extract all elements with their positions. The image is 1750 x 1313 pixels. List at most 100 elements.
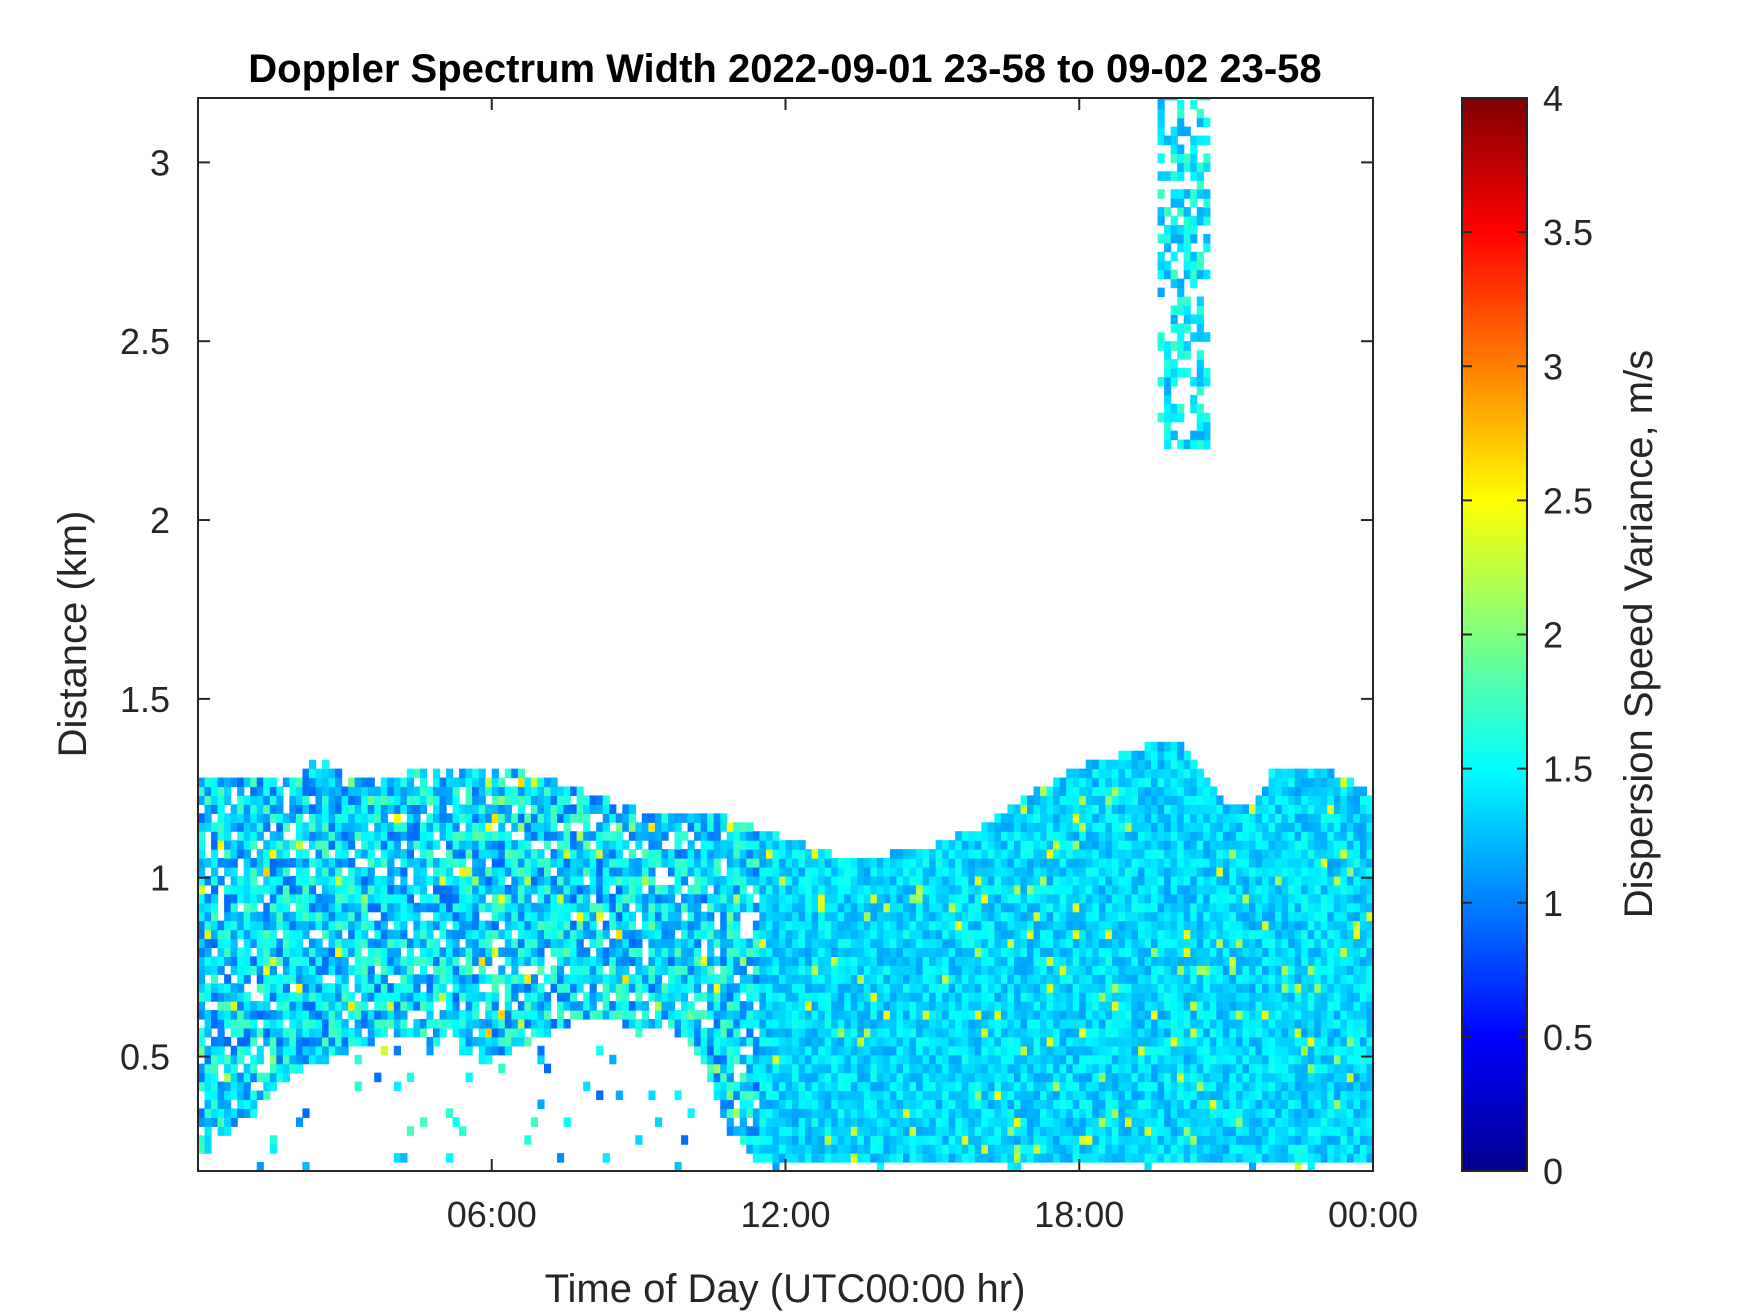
heatmap-cell (628, 831, 636, 841)
heatmap-cell (1105, 1018, 1113, 1029)
heatmap-cell (478, 768, 486, 779)
heatmap-cell (1033, 1018, 1041, 1029)
heatmap-cell (713, 893, 721, 904)
heatmap-cell (289, 875, 297, 886)
heatmap-cell (348, 777, 356, 788)
heatmap-cell (609, 983, 617, 993)
heatmap-cell (400, 1027, 408, 1038)
heatmap-cell (1151, 1010, 1159, 1020)
heatmap-cell (1157, 795, 1165, 805)
heatmap-cell (1151, 1126, 1159, 1136)
heatmap-cell (648, 929, 656, 940)
heatmap-cell (1105, 849, 1113, 859)
heatmap-cell (406, 813, 415, 823)
heatmap-cell (374, 786, 382, 797)
heatmap-cell (230, 965, 238, 975)
heatmap-cell (1040, 1027, 1048, 1038)
heatmap-cell (1131, 1072, 1139, 1083)
heatmap-cell (406, 858, 415, 868)
heatmap-cell (517, 893, 525, 904)
heatmap-cell (733, 1001, 741, 1011)
heatmap-cell (635, 884, 643, 895)
heatmap-cell (537, 938, 545, 949)
heatmap-cell (198, 1027, 206, 1038)
heatmap-cell (380, 849, 388, 859)
heatmap-cell (1164, 777, 1172, 788)
heatmap-cell (354, 1010, 362, 1020)
heatmap-cell (1013, 992, 1022, 1002)
heatmap-cell (778, 911, 787, 922)
heatmap-cell (713, 1045, 721, 1056)
heatmap-cell (1151, 1063, 1159, 1074)
heatmap-cell (563, 884, 571, 895)
heatmap-cell (374, 813, 382, 823)
heatmap-cell (792, 1135, 800, 1145)
heatmap-cell (511, 956, 519, 966)
heatmap-cell (348, 992, 356, 1002)
heatmap-cell (615, 1001, 623, 1011)
heatmap-cell (295, 795, 304, 805)
heatmap-cell (361, 1036, 369, 1047)
heatmap-cell (1027, 858, 1035, 868)
heatmap-cell (289, 858, 297, 868)
heatmap-cell (648, 902, 656, 913)
heatmap-cell (1046, 1063, 1054, 1074)
heatmap-cell (942, 866, 950, 877)
heatmap-cell (635, 974, 643, 984)
heatmap-cell (1013, 1144, 1022, 1154)
heatmap-cell (661, 902, 669, 913)
heatmap-cell (857, 1018, 865, 1029)
heatmap-cell (1046, 1108, 1054, 1118)
heatmap-cell (354, 884, 362, 895)
heatmap-cell (876, 992, 885, 1002)
heatmap-cell (837, 1018, 845, 1029)
heatmap-cell (485, 1001, 493, 1011)
heatmap-cell (857, 911, 865, 922)
heatmap-cell (805, 875, 813, 886)
heatmap-cell (478, 1027, 486, 1038)
heatmap-cell (792, 1063, 800, 1074)
heatmap-cell (805, 1144, 813, 1154)
heatmap-cell (1092, 1144, 1100, 1154)
heatmap-cell (1053, 884, 1061, 895)
heatmap-cell (217, 813, 225, 823)
heatmap-cell (256, 1162, 264, 1171)
heatmap-cell (589, 938, 597, 949)
heatmap-cell (889, 866, 898, 877)
heatmap-cell (668, 956, 676, 966)
heatmap-cell (948, 840, 956, 850)
heatmap-cell (1040, 1036, 1048, 1047)
heatmap-cell (1131, 947, 1139, 957)
heatmap-cell (903, 1063, 911, 1074)
heatmap-cell (1118, 822, 1126, 832)
heatmap-cell (1151, 1018, 1159, 1029)
heatmap-cell (1118, 884, 1126, 895)
heatmap-cell (1027, 1153, 1035, 1163)
heatmap-cell (1151, 1153, 1159, 1163)
heatmap-cell (687, 840, 695, 850)
heatmap-cell (759, 1135, 767, 1145)
heatmap-cell (1177, 920, 1185, 931)
heatmap-cell (1118, 1001, 1126, 1011)
heatmap-cell (1020, 1126, 1028, 1136)
heatmap-cell (237, 875, 245, 886)
heatmap-cell (759, 1054, 767, 1065)
heatmap-cell (1151, 750, 1159, 761)
heatmap-cell (909, 1054, 917, 1065)
heatmap-cell (948, 858, 956, 868)
heatmap-cell (792, 974, 800, 984)
heatmap-cell (269, 858, 277, 868)
heatmap-cell (1164, 920, 1172, 931)
heatmap-cell (870, 1036, 878, 1047)
heatmap-cell (948, 911, 956, 922)
heatmap-cell (406, 786, 415, 797)
heatmap-cell (1170, 1001, 1178, 1011)
heatmap-cell (641, 929, 650, 940)
heatmap-cell (256, 920, 264, 931)
heatmap-cell (1013, 938, 1022, 949)
heatmap-cell (615, 902, 623, 913)
heatmap-cell (1040, 786, 1048, 797)
heatmap-cell (961, 938, 969, 949)
heatmap-cell (498, 804, 506, 814)
heatmap-cell (850, 1135, 858, 1145)
